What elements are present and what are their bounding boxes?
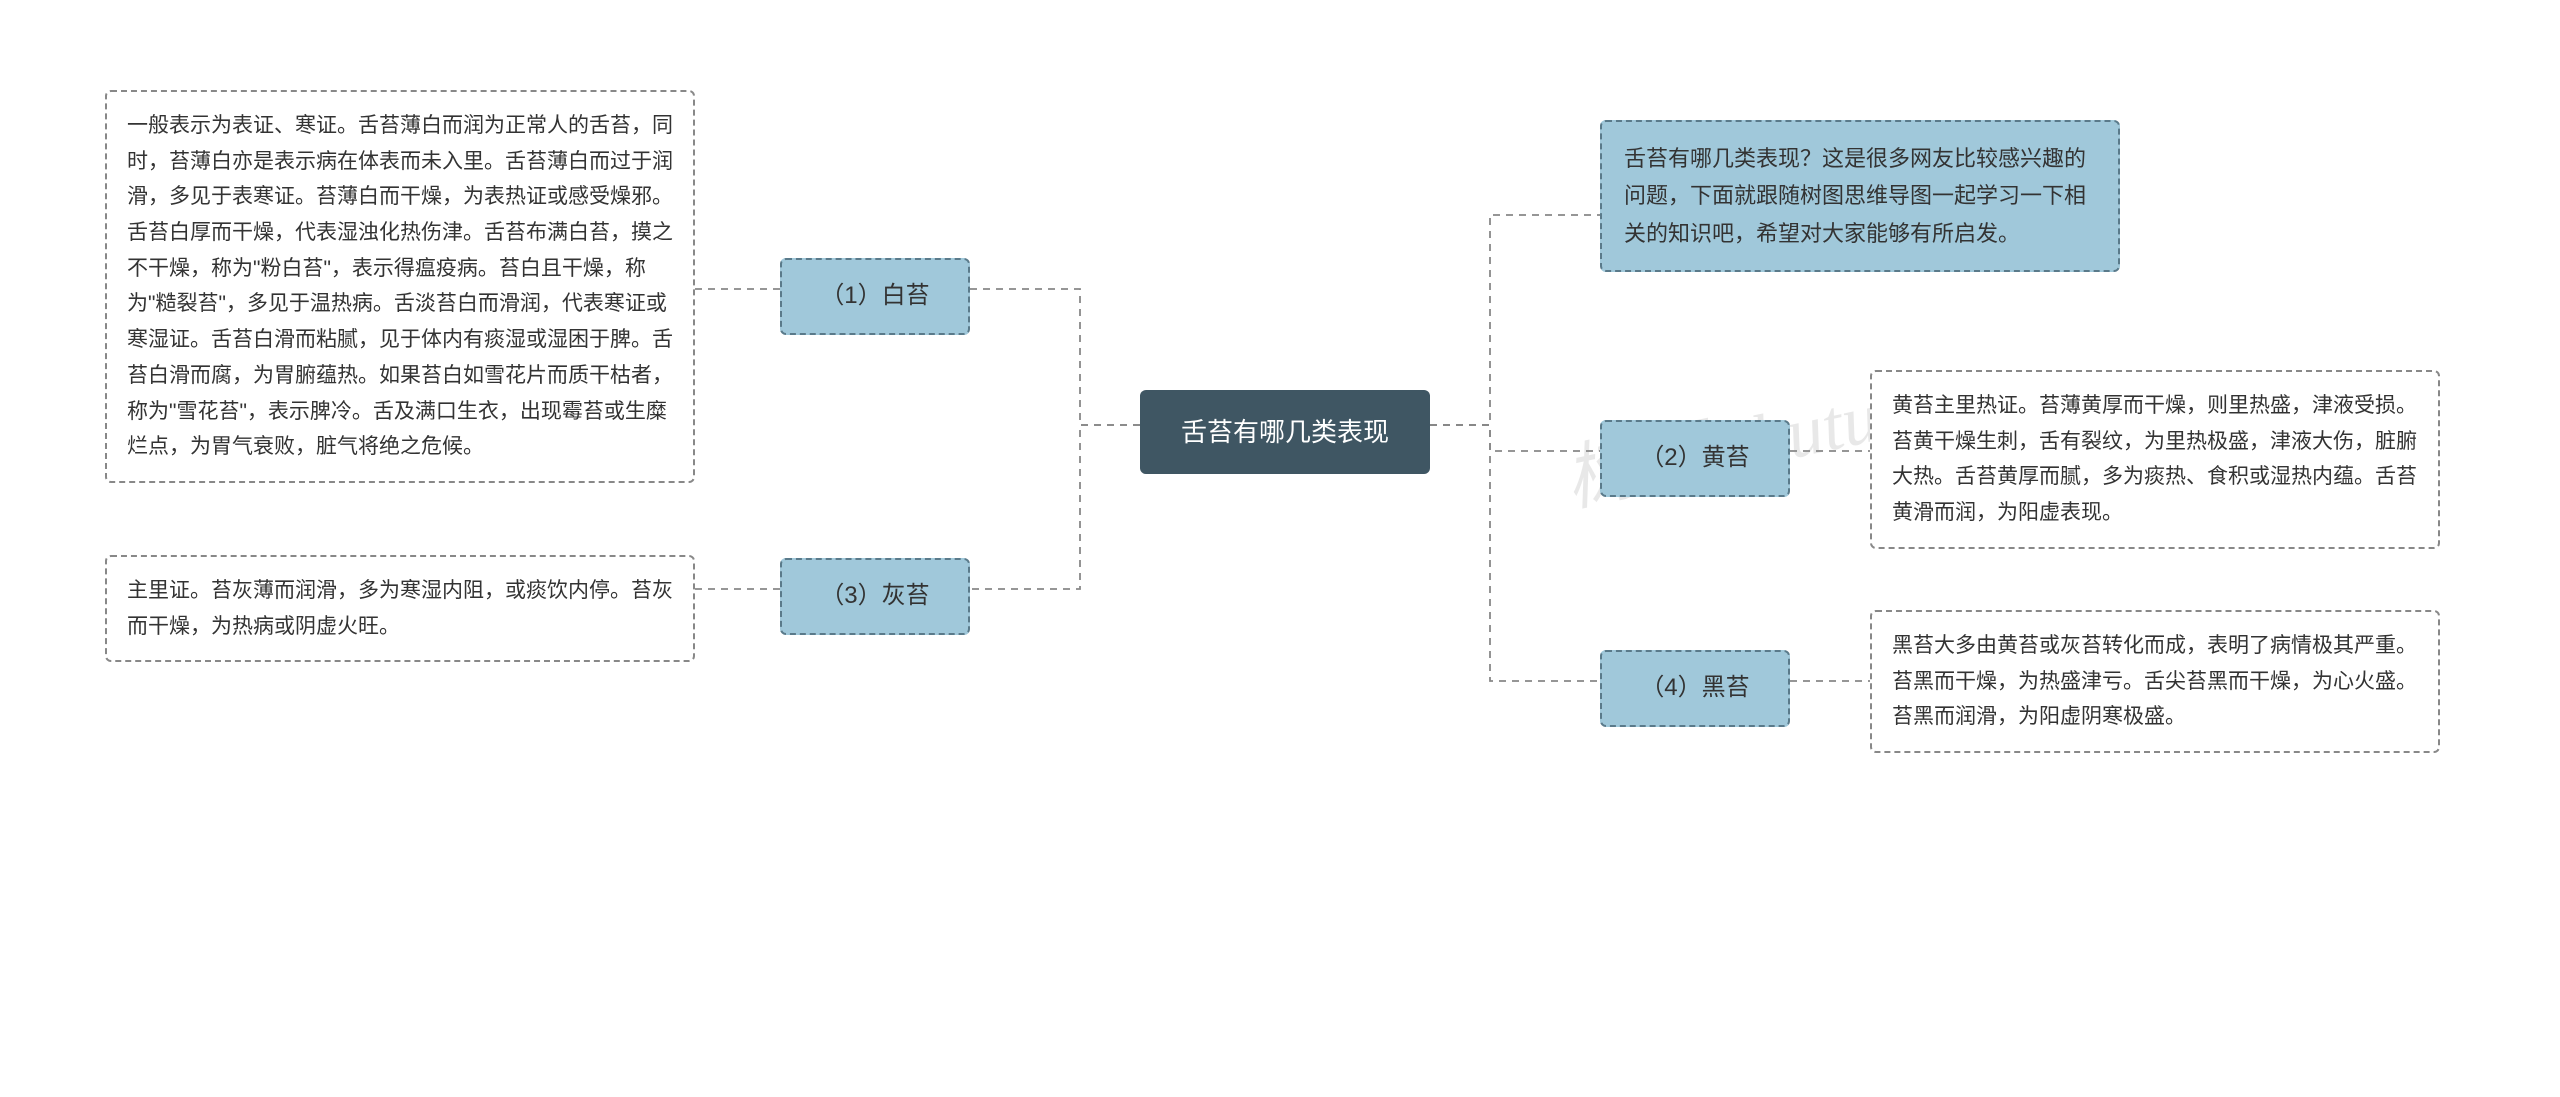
leaf-grey[interactable]: 主里证。苔灰薄而润滑，多为寒湿内阻，或痰饮内停。苔灰而干燥，为热病或阴虚火旺。	[105, 555, 695, 662]
intro-node[interactable]: 舌苔有哪几类表现？这是很多网友比较感兴趣的问题，下面就跟随树图思维导图一起学习一…	[1600, 120, 2120, 272]
branch-label: （4）黑苔	[1640, 674, 1749, 701]
branch-label: （1）白苔	[820, 282, 929, 309]
leaf-black[interactable]: 黑苔大多由黄苔或灰苔转化而成，表明了病情极其严重。苔黑而干燥，为热盛津亏。舌尖苔…	[1870, 610, 2440, 753]
root-node[interactable]: 舌苔有哪几类表现	[1140, 390, 1430, 474]
intro-text: 舌苔有哪几类表现？这是很多网友比较感兴趣的问题，下面就跟随树图思维导图一起学习一…	[1624, 146, 2086, 246]
leaf-text: 黄苔主里热证。苔薄黄厚而干燥，则里热盛，津液受损。苔黄干燥生刺，舌有裂纹，为里热…	[1892, 394, 2417, 524]
leaf-text: 一般表示为表证、寒证。舌苔薄白而润为正常人的舌苔，同时，苔薄白亦是表示病在体表而…	[127, 114, 673, 458]
leaf-yellow[interactable]: 黄苔主里热证。苔薄黄厚而干燥，则里热盛，津液受损。苔黄干燥生刺，舌有裂纹，为里热…	[1870, 370, 2440, 549]
leaf-text: 黑苔大多由黄苔或灰苔转化而成，表明了病情极其严重。苔黑而干燥，为热盛津亏。舌尖苔…	[1892, 634, 2417, 728]
branch-yellow[interactable]: （2）黄苔	[1600, 420, 1790, 497]
branch-black[interactable]: （4）黑苔	[1600, 650, 1790, 727]
root-title: 舌苔有哪几类表现	[1181, 417, 1389, 447]
leaf-text: 主里证。苔灰薄而润滑，多为寒湿内阻，或痰饮内停。苔灰而干燥，为热病或阴虚火旺。	[127, 579, 673, 638]
leaf-white[interactable]: 一般表示为表证、寒证。舌苔薄白而润为正常人的舌苔，同时，苔薄白亦是表示病在体表而…	[105, 90, 695, 483]
branch-white[interactable]: （1）白苔	[780, 258, 970, 335]
branch-grey[interactable]: （3）灰苔	[780, 558, 970, 635]
branch-label: （2）黄苔	[1640, 444, 1749, 471]
branch-label: （3）灰苔	[820, 582, 929, 609]
